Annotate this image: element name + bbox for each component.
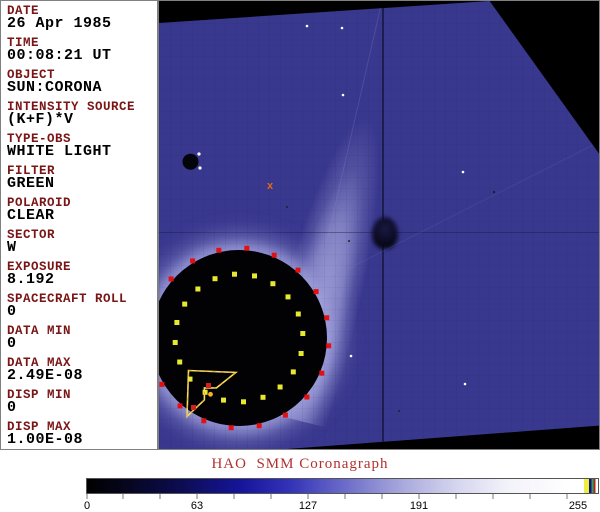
svg-text:191: 191	[410, 500, 428, 512]
svg-text:63: 63	[191, 500, 203, 512]
svg-text:255: 255	[569, 500, 587, 512]
svg-text:x: x	[267, 180, 274, 192]
svg-text:0: 0	[84, 500, 90, 512]
svg-text:127: 127	[299, 500, 317, 512]
